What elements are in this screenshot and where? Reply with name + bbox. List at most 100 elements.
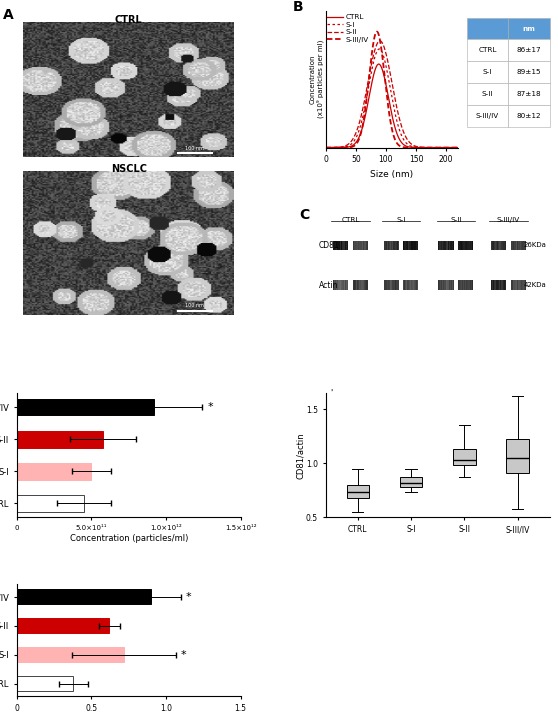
CTRL	[357, 131, 363, 140]
Bar	[501, 281, 502, 290]
Bar	[17, 398, 154, 416]
Y-axis label: CD81/actin: CD81/actin	[296, 432, 305, 478]
Bar	[412, 241, 413, 250]
Bar	[462, 241, 463, 250]
Bar	[514, 281, 515, 290]
CTRL	[411, 144, 418, 152]
Bar	[353, 281, 354, 290]
PathPatch shape	[507, 439, 529, 473]
Text: CTRL: CTRL	[341, 217, 360, 223]
Bar	[386, 241, 387, 250]
Bar	[404, 241, 405, 250]
S-III/IV	[422, 144, 429, 152]
Bar	[359, 241, 360, 250]
Bar	[407, 241, 408, 250]
Bar	[439, 281, 440, 290]
Bar	[341, 281, 343, 290]
S-III/IV	[323, 144, 329, 152]
S-III/IV	[455, 144, 461, 152]
Bar	[359, 281, 360, 290]
Bar	[516, 281, 517, 290]
S-I	[357, 124, 363, 132]
Bar	[341, 241, 343, 250]
Bar	[470, 241, 471, 250]
Bar	[362, 241, 363, 250]
Bar	[501, 241, 502, 250]
Bar	[417, 241, 418, 250]
Bar	[357, 281, 358, 290]
Bar	[440, 281, 441, 290]
Bar	[409, 281, 410, 290]
Bar	[383, 241, 384, 250]
Bar	[503, 241, 504, 250]
Bar	[361, 241, 362, 250]
Bar	[513, 241, 514, 250]
Legend: CTRL, S-I, S-II, S-III/IV: CTRL, S-I, S-II, S-III/IV	[326, 14, 369, 43]
Bar	[459, 241, 460, 250]
Bar	[450, 241, 451, 250]
Text: S-III/IV: S-III/IV	[497, 217, 520, 223]
Bar	[395, 241, 396, 250]
Bar	[385, 281, 386, 290]
Text: A: A	[3, 8, 14, 21]
Bar	[471, 241, 472, 250]
Bar	[491, 281, 492, 290]
Bar	[17, 647, 124, 662]
Bar	[361, 281, 362, 290]
Bar	[448, 281, 449, 290]
S-II	[401, 129, 407, 138]
Bar	[464, 241, 465, 250]
Bar	[445, 281, 446, 290]
Bar	[515, 281, 516, 290]
PathPatch shape	[347, 486, 369, 498]
S-I	[346, 141, 353, 150]
Bar	[467, 281, 468, 290]
Bar	[387, 241, 388, 250]
Bar	[494, 241, 495, 250]
Bar	[367, 241, 368, 250]
Bar	[495, 281, 496, 290]
Bar	[335, 281, 336, 290]
Bar	[467, 241, 468, 250]
Bar	[398, 241, 399, 250]
Bar	[466, 241, 467, 250]
Bar	[511, 281, 512, 290]
Bar	[393, 281, 395, 290]
Bar	[518, 281, 519, 290]
Bar	[493, 241, 494, 250]
Bar	[521, 281, 522, 290]
Bar	[502, 241, 503, 250]
Bar	[410, 281, 411, 290]
S-II	[323, 144, 329, 152]
Bar	[336, 281, 337, 290]
Text: Actin: Actin	[319, 281, 339, 290]
Bar	[363, 241, 364, 250]
Text: *: *	[181, 650, 186, 660]
Bar	[472, 281, 473, 290]
Bar	[522, 241, 523, 250]
S-III/IV	[373, 27, 380, 36]
Bar	[439, 241, 440, 250]
Line: CTRL: CTRL	[326, 64, 458, 148]
Bar	[503, 281, 504, 290]
Bar	[355, 281, 356, 290]
Bar	[392, 281, 393, 290]
Bar	[385, 241, 386, 250]
Bar	[517, 241, 518, 250]
S-II	[346, 139, 353, 148]
Bar	[343, 241, 344, 250]
Y-axis label: Concentration
(x10⁹ particles per ml): Concentration (x10⁹ particles per ml)	[310, 40, 324, 119]
Bar	[391, 241, 392, 250]
S-II	[377, 36, 383, 45]
CTRL	[323, 144, 329, 152]
Bar	[364, 281, 365, 290]
Bar	[17, 431, 103, 448]
Bar	[365, 281, 367, 290]
S-I	[422, 144, 429, 152]
Bar	[389, 241, 391, 250]
Bar	[412, 281, 413, 290]
Bar	[459, 281, 460, 290]
Bar	[499, 281, 500, 290]
Line: S-II: S-II	[326, 41, 458, 148]
Bar	[396, 281, 397, 290]
